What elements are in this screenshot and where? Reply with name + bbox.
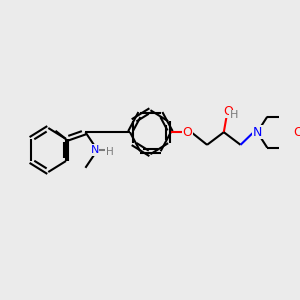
Text: N: N <box>90 145 99 155</box>
Text: O: O <box>183 126 193 139</box>
Text: N: N <box>253 126 262 139</box>
Text: O: O <box>224 105 233 118</box>
Text: H: H <box>106 147 113 157</box>
Text: H: H <box>230 110 238 120</box>
Text: O: O <box>293 126 300 139</box>
